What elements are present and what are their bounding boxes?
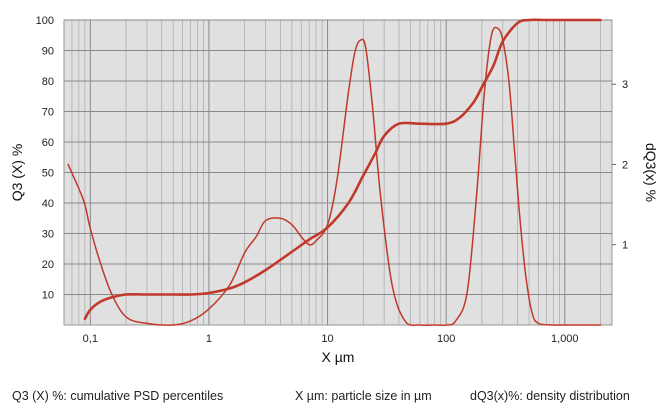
y-left-tick-label: 10 [42, 290, 54, 302]
y-right-axis-title: dQ3(x) % [643, 143, 659, 202]
y-left-tick-label: 60 [42, 137, 54, 149]
y-right-tick-label: 3 [622, 79, 628, 91]
y-right-tick-label: 2 [622, 159, 628, 171]
y-left-tick-label: 70 [42, 107, 54, 119]
caption-dq3: dQ3(x)%: density distribution [470, 389, 630, 403]
y-left-tick-label: 30 [42, 229, 54, 241]
x-tick-label: 10 [321, 333, 333, 345]
y-left-tick-label: 20 [42, 259, 54, 271]
x-tick-label: 0,1 [83, 333, 98, 345]
y-left-axis-title: Q3 (X) % [9, 144, 25, 202]
major-gridlines [64, 19, 612, 325]
y-left-tick-label: 100 [36, 15, 54, 27]
tick-labels: 0,1 1 10 100 1,000 10 20 30 40 50 60 70 80 90 100 1 2 3 [36, 15, 628, 345]
x-tick-label: 1,000 [551, 333, 579, 345]
y-left-tick-label: 90 [42, 46, 54, 58]
x-tick-label: 1 [206, 333, 212, 345]
y-left-tick-label: 40 [42, 198, 54, 210]
series-layer [67, 18, 602, 327]
cumulative-psd-line [83, 18, 602, 321]
x-axis-title: X µm [322, 349, 355, 365]
density-distribution-line [67, 26, 602, 327]
caption-row: Q3 (X) %: cumulative PSD percentiles X µ… [0, 389, 666, 409]
psd-chart: 0,1 1 10 100 1,000 10 20 30 40 50 60 70 80 90 100 1 2 3 X… [9, 15, 659, 365]
x-tick-label: 100 [437, 333, 455, 345]
y-right-tick-label: 1 [622, 240, 628, 252]
y-left-tick-label: 50 [42, 168, 54, 180]
caption-q3: Q3 (X) %: cumulative PSD percentiles [12, 389, 224, 403]
caption-x: X µm: particle size in µm [295, 389, 432, 403]
y-left-tick-label: 80 [42, 76, 54, 88]
